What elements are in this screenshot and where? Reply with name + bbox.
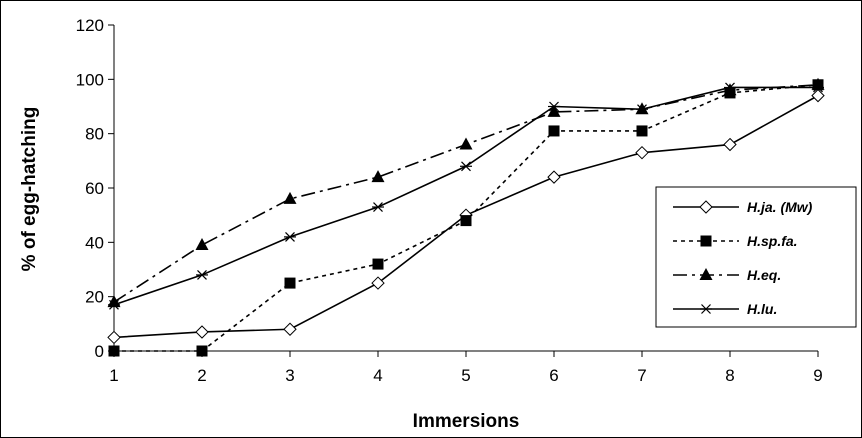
x-tick-label: 8 <box>725 366 734 385</box>
data-point <box>284 277 296 289</box>
data-point <box>548 101 560 112</box>
x-tick-label: 1 <box>109 366 118 385</box>
legend-label: H.sp.fa. <box>747 233 798 249</box>
y-tick-label: 120 <box>76 16 104 35</box>
y-tick-label: 0 <box>95 342 104 361</box>
data-point <box>195 238 209 251</box>
x-tick-label: 9 <box>813 366 822 385</box>
legend-label: H.eq. <box>747 267 781 283</box>
legend-marker <box>700 235 712 247</box>
y-tick-label: 80 <box>85 125 104 144</box>
data-point <box>635 102 649 115</box>
data-point <box>636 104 648 115</box>
data-point <box>635 145 649 160</box>
legend-item: H.eq. <box>673 267 781 283</box>
data-point <box>547 104 561 117</box>
data-point <box>372 258 384 270</box>
x-tick-label: 5 <box>461 366 470 385</box>
legend-label: H.lu. <box>747 301 777 317</box>
data-point <box>371 276 385 290</box>
data-point <box>724 82 736 93</box>
data-point <box>108 345 120 357</box>
y-axis-title: % of egg-hatching <box>19 107 40 272</box>
legend-marker <box>699 268 713 280</box>
legend-marker <box>699 200 713 214</box>
legend-item: H.ja. (Mw) <box>673 199 813 215</box>
legend-label: H.ja. (Mw) <box>747 199 813 215</box>
data-point <box>460 161 472 172</box>
data-point <box>811 88 825 103</box>
series-2 <box>107 77 825 308</box>
x-axis-title: Immersions <box>413 411 520 432</box>
data-point <box>636 125 648 137</box>
data-point <box>723 83 737 96</box>
data-point <box>812 82 824 93</box>
y-tick-label: 40 <box>85 233 104 252</box>
data-point <box>284 231 296 242</box>
data-point <box>723 137 737 152</box>
data-point <box>283 322 297 336</box>
x-tick-label: 7 <box>637 366 646 385</box>
legend-item: H.sp.fa. <box>673 233 798 249</box>
data-point <box>372 202 384 212</box>
data-point <box>108 299 120 310</box>
x-tick-label: 2 <box>197 366 206 385</box>
data-point <box>283 191 297 204</box>
axes: 0 20 40 60 80 100 120 1 2 3 4 5 6 7 8 9 <box>76 16 823 385</box>
series-3 <box>108 82 824 310</box>
data-point <box>460 215 472 227</box>
data-point <box>196 270 208 280</box>
x-tick-label: 6 <box>549 366 558 385</box>
legend-box <box>655 186 857 328</box>
data-point <box>548 125 560 137</box>
data-point <box>459 137 473 150</box>
x-tick-label: 3 <box>285 366 294 385</box>
y-tick-label: 20 <box>85 288 104 307</box>
data-point <box>196 345 208 357</box>
data-point <box>371 170 385 183</box>
series-0 <box>107 88 825 345</box>
series-layer <box>107 77 825 357</box>
y-tick-label: 60 <box>85 179 104 198</box>
data-point <box>195 325 209 339</box>
data-point <box>107 330 121 345</box>
y-tick-label: 100 <box>76 70 104 89</box>
data-point <box>547 170 561 184</box>
legend-item: H.lu. <box>673 301 777 317</box>
legend-marker <box>700 304 712 314</box>
x-tick-label: 4 <box>373 366 382 385</box>
legend: H.ja. (Mw) H.sp.fa. H.eq. H.lu. <box>655 186 857 328</box>
